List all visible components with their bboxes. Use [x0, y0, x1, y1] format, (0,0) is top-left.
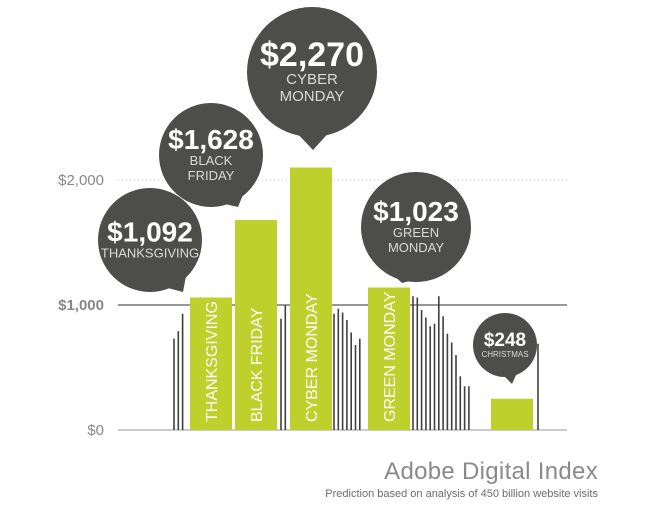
bar-label: BLACK FRIDAY [249, 307, 266, 422]
daily-bars [173, 296, 539, 430]
callout-value: $2,270 [260, 36, 364, 74]
y-tick-label: $2,000 [58, 172, 104, 189]
callout-circle [98, 188, 202, 292]
highlight-bar [190, 297, 232, 430]
callout-circle [473, 313, 537, 377]
y-tick-label: $0 [87, 422, 104, 439]
callout-name: CHRISTMAS [481, 350, 528, 359]
callout-circle [247, 7, 377, 137]
y-tick-label: $1,000 [58, 297, 104, 314]
highlight-bar [290, 167, 332, 430]
highlight-bar [368, 287, 410, 430]
callout-name: CYBER [286, 71, 338, 88]
callout-name: MONDAY [388, 240, 444, 255]
highlight-bar [491, 398, 533, 430]
callout-name: GREEN [393, 225, 439, 240]
callout-value: $248 [484, 330, 526, 351]
brand-subtitle: Prediction based on analysis of 450 bill… [325, 488, 598, 500]
callout-bubbles: $1,092THANKSGIVING$1,628BLACKFRIDAY$2,27… [98, 7, 537, 384]
callout-circle [361, 172, 471, 282]
callout-name: THANKSGIVING [101, 245, 199, 260]
callout-value: $1,023 [373, 196, 459, 227]
bar-label: GREEN MONDAY [382, 291, 399, 422]
callout-name: MONDAY [280, 88, 345, 105]
highlight-bars: THANKSGIVING BLACK FRIDAY CYBER MONDAY GREE… [190, 167, 533, 430]
brand-title: Adobe Digital Index [384, 458, 598, 485]
callout-value: $1,628 [168, 124, 254, 155]
bar-label: THANKSGIVING [204, 301, 221, 422]
callout-name: FRIDAY [188, 168, 235, 183]
bar-label: CYBER MONDAY [304, 293, 321, 422]
callout-value: $1,092 [107, 216, 193, 247]
highlight-bar [235, 220, 277, 430]
callout-circle [159, 103, 263, 207]
callout-name: BLACK [190, 153, 233, 168]
